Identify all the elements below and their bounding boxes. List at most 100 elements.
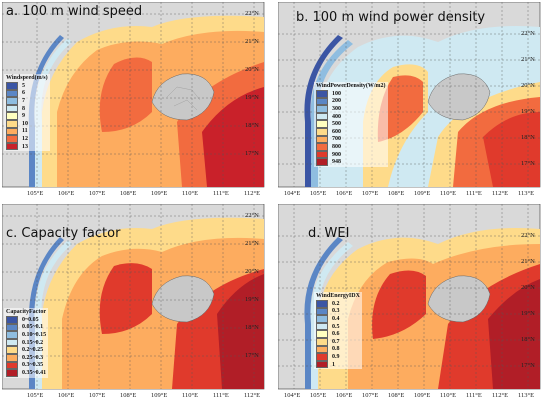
legend-label: 0.15~0.2 [22, 339, 44, 346]
x-tick-label: 111°E [466, 392, 482, 399]
y-tick-label: 20°N [245, 268, 259, 275]
legend-b: WindPowerDensity(W/m2) 100 200 300 400 500 60… [314, 82, 388, 167]
y-tick-label: 17°N [245, 150, 259, 157]
legend-swatch [316, 158, 328, 166]
legend-item: 300 [316, 105, 386, 113]
y-tick-label: 20°N [521, 82, 535, 89]
legend-swatch [6, 369, 18, 377]
y-tick-label: 19°N [245, 94, 259, 101]
legend-swatch [316, 345, 328, 354]
legend-swatch [316, 322, 328, 331]
legend-label: 0.2 [332, 300, 340, 307]
legend-swatch [316, 97, 328, 106]
legend-title-d: WindEnergyIDX [316, 293, 360, 299]
x-tick-label: 110°E [440, 190, 457, 197]
panel-d: d. WEI WindEnergyIDX 0.2 0.3 0.4 0.5 0.6 0.7 0… [278, 204, 550, 402]
y-tick-label: 18°N [245, 122, 259, 129]
legend-swatch [316, 128, 328, 136]
legend-item: 7 [6, 97, 48, 105]
legend-label: 10 [22, 120, 28, 127]
legend-label: 0.4 [332, 315, 340, 322]
y-tick-label: 21°N [521, 56, 535, 63]
legend-item: 0~0.05 [6, 316, 46, 324]
y-tick-label: 19°N [245, 296, 259, 303]
map-a [2, 2, 265, 188]
legend-swatch [316, 150, 328, 159]
legend-item: 12 [6, 135, 48, 143]
y-tick-label: 21°N [521, 258, 535, 265]
legend-item: 0.10~0.15 [6, 331, 46, 339]
x-tick-label: 109°E [414, 190, 431, 197]
y-tick-label: 18°N [521, 134, 535, 141]
x-tick-label: 108°E [120, 190, 137, 197]
x-tick-label: 111°E [213, 190, 229, 197]
legend-swatch [6, 135, 18, 143]
x-tick-label: 105°E [310, 190, 327, 197]
x-tick-label: 109°E [414, 392, 431, 399]
legend-label: 5 [22, 82, 25, 89]
x-tick-label: 107°E [362, 190, 379, 197]
legend-swatch [316, 330, 328, 338]
legend-label: 0.25~0.3 [22, 354, 44, 361]
legend-swatch [6, 316, 18, 324]
y-tick-label: 19°N [521, 310, 535, 317]
grid-c [2, 204, 264, 389]
legend-item: 0.3~0.35 [6, 361, 46, 370]
legend-item: 0.4 [316, 315, 360, 323]
legend-item: 200 [316, 97, 386, 106]
x-tick-label: 113°E [518, 392, 535, 399]
x-tick-label: 108°E [120, 392, 137, 399]
legend-label: 600 [332, 128, 341, 135]
x-tick-label: 110°E [182, 190, 199, 197]
y-tick-label: 17°N [521, 160, 535, 167]
legend-label: 948 [332, 159, 341, 166]
legend-c: CapacityFactor 0~0.05 0.05~0.1 0.10~0.15 0.… [4, 308, 49, 378]
x-tick-label: 108°E [388, 392, 405, 399]
y-tick-label: 20°N [521, 284, 535, 291]
legend-item: 0.5 [316, 322, 360, 331]
x-tick-label: 106°E [336, 190, 353, 197]
legend-title-b: WindPowerDensity(W/m2) [316, 83, 386, 89]
panel-title-b: b. 100 m wind power density [296, 10, 486, 25]
y-tick-label: 22°N [245, 212, 259, 219]
legend-label: 0.3 [332, 308, 340, 315]
x-tick-label: 113°E [518, 190, 535, 197]
legend-a: Windspeed(m/s) 5 6 7 8 9 10 11 12 13 [4, 74, 50, 152]
legend-item: 500 [316, 120, 386, 128]
y-tick-label: 18°N [245, 324, 259, 331]
map-c [2, 204, 265, 390]
legend-swatch [316, 338, 328, 346]
legend-label: 13 [22, 143, 28, 150]
legend-label: 11 [22, 128, 28, 135]
legend-item: 0.8 [316, 345, 360, 354]
legend-item: 0.3 [316, 307, 360, 316]
legend-item: 13 [6, 142, 48, 151]
x-tick-label: 112°E [492, 190, 509, 197]
legend-swatch [316, 105, 328, 113]
legend-item: 900 [316, 150, 386, 159]
x-tick-label: 112°E [492, 392, 509, 399]
legend-swatch [6, 127, 18, 136]
legend-item: 0.9 [316, 353, 360, 361]
legend-label: 400 [332, 113, 341, 120]
legend-item: 0.6 [316, 330, 360, 338]
legend-swatch [6, 331, 18, 339]
y-tick-label: 18°N [521, 336, 535, 343]
legend-label: 300 [332, 105, 341, 112]
y-tick-label: 17°N [521, 362, 535, 369]
legend-swatch [316, 353, 328, 361]
legend-swatch [6, 142, 18, 151]
legend-item: 6 [6, 89, 48, 98]
y-tick-label: 21°N [245, 240, 259, 247]
legend-swatch [6, 89, 18, 98]
legend-label: 8 [22, 105, 25, 112]
legend-item: 9 [6, 112, 48, 120]
legend-item: 10 [6, 120, 48, 128]
legend-label: 700 [332, 136, 341, 143]
legend-swatch [6, 120, 18, 128]
legend-item: 700 [316, 135, 386, 144]
legend-label: 0.9 [332, 353, 340, 360]
legend-item: 8 [6, 104, 48, 113]
legend-label: 7 [22, 97, 25, 104]
legend-label: 0.8 [332, 346, 340, 353]
